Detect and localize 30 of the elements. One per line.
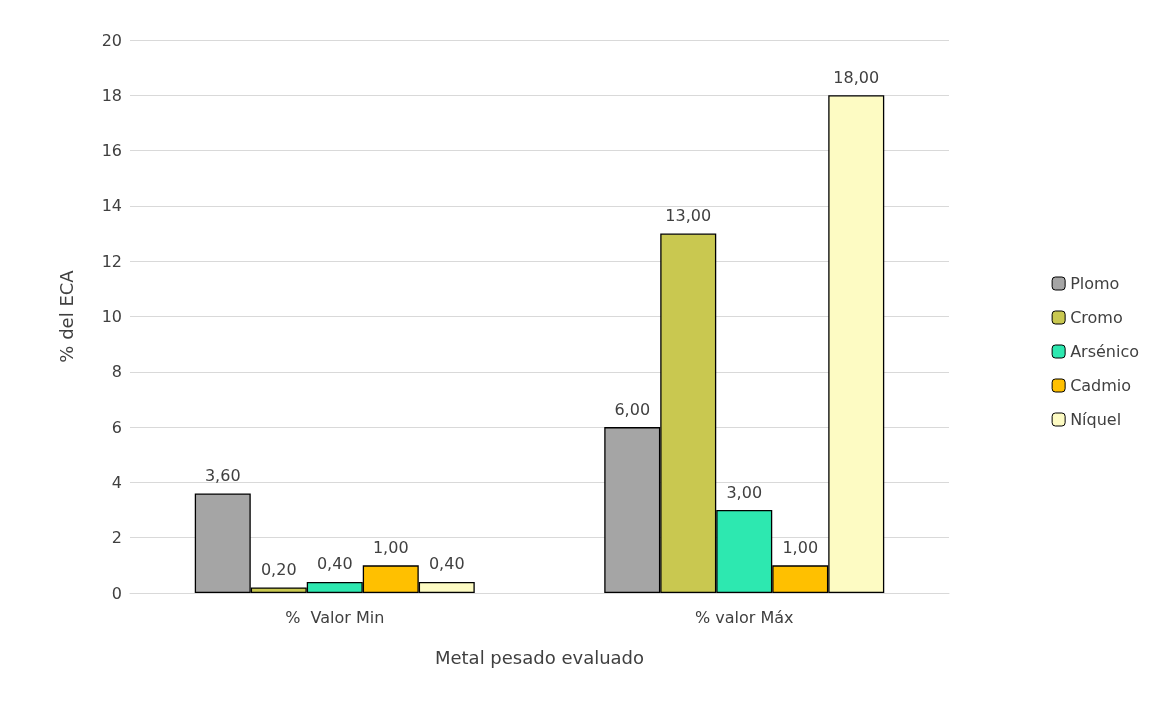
y-tick-label: 14: [101, 196, 122, 216]
y-tick-label: 10: [101, 307, 122, 326]
data-label: 0,40: [428, 554, 465, 574]
y-tick-label: 6: [111, 417, 122, 437]
x-tick-label: % valor Máx: [694, 607, 794, 627]
legend-label: Níquel: [1070, 410, 1122, 429]
data-label: 13,00: [665, 206, 712, 226]
data-label: 1,00: [782, 537, 819, 557]
x-axis-title: Metal pesado evaluado: [434, 646, 645, 668]
y-tick-label: 20: [101, 30, 122, 50]
data-label: 0,40: [316, 554, 353, 574]
legend-label: Cadmio: [1070, 376, 1132, 395]
data-label: 0,20: [260, 559, 297, 579]
y-axis-title: % del ECA: [55, 269, 77, 363]
data-label: 6,00: [614, 399, 651, 419]
y-tick-label: 4: [111, 472, 122, 492]
data-label: 3,60: [204, 465, 241, 485]
data-label: 3,00: [726, 482, 763, 502]
x-tick-label: % Valor Min: [285, 607, 385, 627]
y-tick-label: 8: [111, 362, 122, 382]
y-tick-label: 2: [111, 528, 122, 548]
y-tick-label: 12: [101, 251, 122, 271]
y-tick-label: 16: [101, 141, 122, 161]
y-tick-label: 0: [111, 583, 122, 603]
data-label: 1,00: [372, 537, 409, 557]
y-tick-label: 18: [101, 85, 122, 105]
legend-label: Arsénico: [1070, 342, 1139, 361]
legend-label: Cromo: [1070, 308, 1123, 327]
legend-label: Plomo: [1070, 274, 1120, 293]
data-label: 18,00: [833, 67, 880, 87]
